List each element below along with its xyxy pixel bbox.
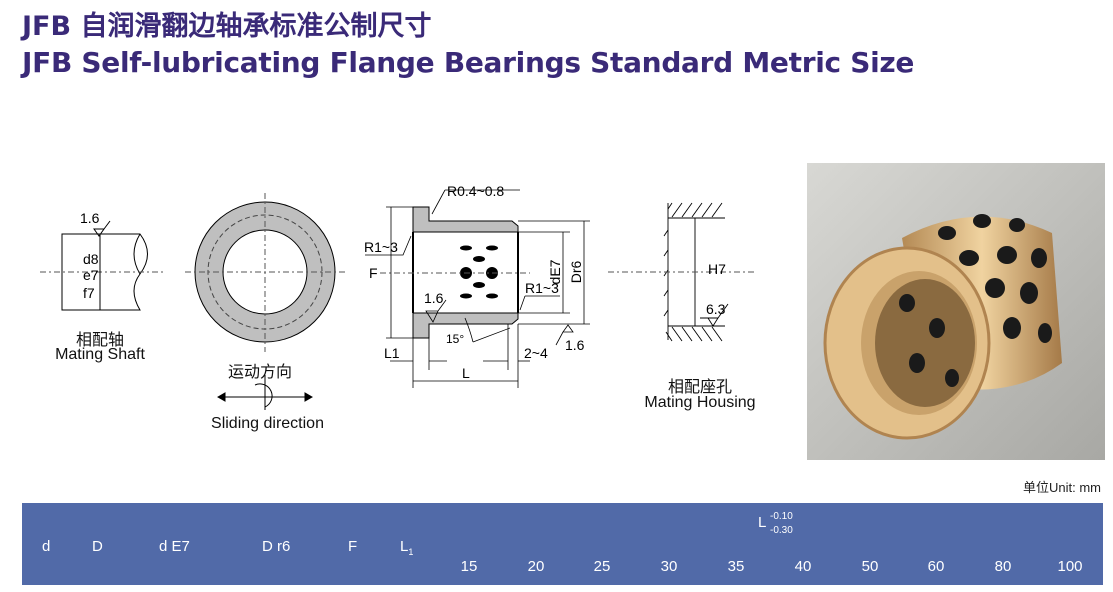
col-F: F	[348, 538, 358, 555]
shaft-label-cn: 相配轴	[75, 332, 124, 349]
col-D: D	[92, 538, 103, 555]
bearing-rough-in: 1.6	[424, 290, 444, 306]
bearing-chamfer: 2~4	[524, 345, 548, 361]
title-chinese: JFB 自润滑翻边轴承标准公制尺寸	[22, 11, 432, 42]
col-L-15: 15	[460, 558, 478, 575]
col-L-35: 35	[727, 558, 745, 575]
l-tol-upper: -0.10	[770, 511, 793, 522]
col-L-25: 25	[593, 558, 611, 575]
housing-roughness: 6.3	[706, 301, 726, 317]
bearing-dr6: Dr6	[568, 261, 584, 284]
bearing-l: L	[462, 365, 470, 381]
housing-label-en: Mating Housing	[644, 394, 756, 411]
shaft-fit-d8: d8	[83, 251, 99, 267]
sliding-direction-icon	[216, 375, 314, 410]
mating-shaft-drawing	[40, 220, 165, 311]
col-L-30: 30	[660, 558, 678, 575]
col-dE7: d E7	[159, 538, 190, 555]
table-header: d D d E7 D r6 F L1 L -0.10 -0.30 15 20 2…	[22, 503, 1103, 585]
col-L1: L1	[400, 538, 413, 557]
bearing-r-right: R1~3	[525, 280, 559, 296]
col-L-header: L	[758, 514, 767, 531]
shaft-roughness: 1.6	[80, 210, 100, 226]
col-L1-sub: 1	[408, 547, 414, 557]
mating-housing-drawing	[608, 202, 755, 342]
col-L-50: 50	[861, 558, 879, 575]
technical-drawings: 1.6 d8 e7 f7	[40, 183, 755, 410]
shaft-fit-f7: f7	[83, 285, 95, 301]
col-L-100: 100	[1057, 558, 1083, 575]
col-L-40: 40	[794, 558, 812, 575]
bearing-section-drawing	[365, 189, 590, 388]
bearing-f: F	[369, 265, 378, 281]
bearing-rough-out: 1.6	[565, 337, 585, 353]
col-Dr6: D r6	[262, 538, 291, 555]
housing-fit: H7	[708, 261, 726, 277]
bearing-photo	[807, 163, 1105, 460]
bearing-de7: dE7	[547, 259, 563, 284]
shaft-label-en: Mating Shaft	[55, 346, 145, 363]
title-english: JFB Self-lubricating Flange Bearings Sta…	[22, 46, 915, 79]
shaft-fit-e7: e7	[83, 267, 99, 283]
bearing-r-top: R0.4~0.8	[447, 183, 504, 199]
col-L-60: 60	[927, 558, 945, 575]
bearing-r-left: R1~3	[364, 239, 398, 255]
l-tol-lower: -0.30	[770, 525, 793, 536]
bearing-end-view	[185, 193, 345, 352]
sliding-label-en: Sliding direction	[211, 415, 324, 432]
col-L1-main: L	[400, 538, 409, 555]
sliding-label-cn: 运动方向	[227, 364, 292, 381]
unit-label: 单位Unit: mm	[1022, 480, 1101, 495]
col-L-20: 20	[527, 558, 545, 575]
col-d: d	[42, 538, 51, 555]
bearing-angle: 15°	[446, 332, 464, 346]
bearing-l1: L1	[384, 345, 400, 361]
housing-label-cn: 相配座孔	[667, 379, 732, 396]
col-L-80: 80	[994, 558, 1012, 575]
